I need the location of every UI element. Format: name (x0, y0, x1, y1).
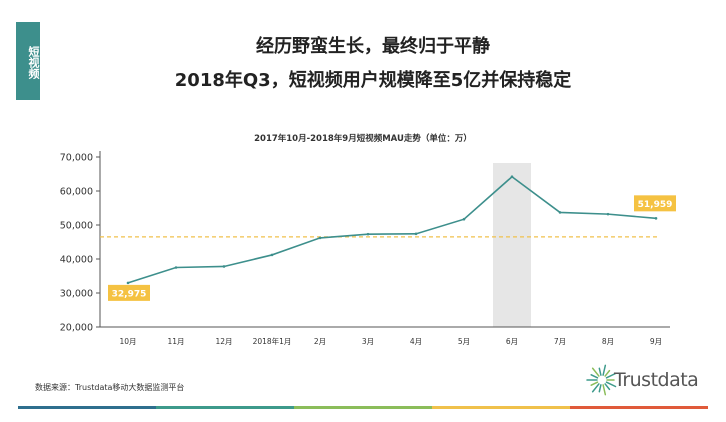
data-label-box (108, 284, 150, 301)
side-tab-label: 短视频 (27, 45, 40, 79)
highlight-column (493, 163, 531, 327)
data-point (270, 253, 274, 257)
data-point (558, 211, 562, 214)
data-point (606, 212, 610, 216)
data-point (510, 175, 514, 179)
x-tick-label: 12月 (215, 337, 232, 346)
logo-ray (598, 367, 602, 376)
logo-ray (605, 372, 617, 379)
logo-ray (604, 383, 611, 391)
x-tick-label: 9月 (650, 337, 662, 346)
logo-ray (591, 367, 600, 377)
y-tick-label: 30,000 (60, 289, 93, 300)
x-tick-label: 10月 (119, 337, 136, 346)
trustdata-logo-text: Trustdata (614, 369, 699, 391)
data-point (222, 265, 226, 268)
x-tick-label: 6月 (506, 337, 518, 346)
logo-ray (605, 381, 617, 388)
x-tick-label: 5月 (458, 337, 470, 346)
data-point (414, 232, 418, 236)
x-tick-label: 2月 (314, 337, 326, 346)
data-point (126, 281, 130, 285)
footer-color-segment (570, 406, 708, 409)
logo-ray (602, 364, 607, 376)
data-point (654, 217, 658, 220)
x-tick-label: 4月 (410, 337, 422, 346)
y-tick-label: 40,000 (60, 255, 93, 266)
x-tick-label: 8月 (602, 337, 614, 346)
data-source-note: 数据来源：Trustdata移动大数据监测平台 (35, 383, 185, 392)
x-tick-label: 11月 (167, 337, 184, 346)
logo-ray (590, 381, 599, 386)
footer-color-segment (294, 406, 432, 409)
data-point (366, 232, 370, 236)
mau-series-line (127, 175, 657, 284)
x-tick-label: 2018年1月 (253, 336, 292, 346)
headline-line-1: 经历野蛮生长，最终归于平静 (256, 36, 490, 57)
data-label-text: 51,959 (638, 200, 673, 210)
x-tick-label: 3月 (362, 337, 374, 346)
logo-ray (602, 384, 607, 396)
trustdata-logo-icon (586, 364, 617, 396)
footer-color-segment (156, 406, 294, 409)
logo-ray (598, 384, 602, 393)
side-tab: 短视频 (16, 22, 40, 100)
footer-color-bar (18, 406, 708, 409)
logo-ray (591, 383, 600, 393)
data-label-box (634, 195, 676, 212)
y-tick-label: 70,000 (60, 153, 93, 164)
x-tick-label: 7月 (554, 337, 566, 346)
headline-line-2: 2018年Q3，短视频用户规模降至5亿并保持稳定 (174, 70, 572, 91)
logo-ray (590, 374, 599, 379)
y-tick-label: 50,000 (60, 221, 93, 232)
y-tick-label: 60,000 (60, 187, 93, 198)
footer-color-segment (432, 406, 570, 409)
logo-ray (604, 369, 611, 377)
y-tick-label: 20,000 (60, 323, 93, 334)
data-point (318, 236, 322, 240)
data-point (174, 266, 178, 269)
chart-title: 2017年10月-2018年9月短视频MAU走势（单位：万） (254, 133, 472, 144)
data-label-text: 32,975 (112, 289, 147, 299)
data-point (462, 217, 466, 221)
footer-color-segment (18, 406, 156, 409)
